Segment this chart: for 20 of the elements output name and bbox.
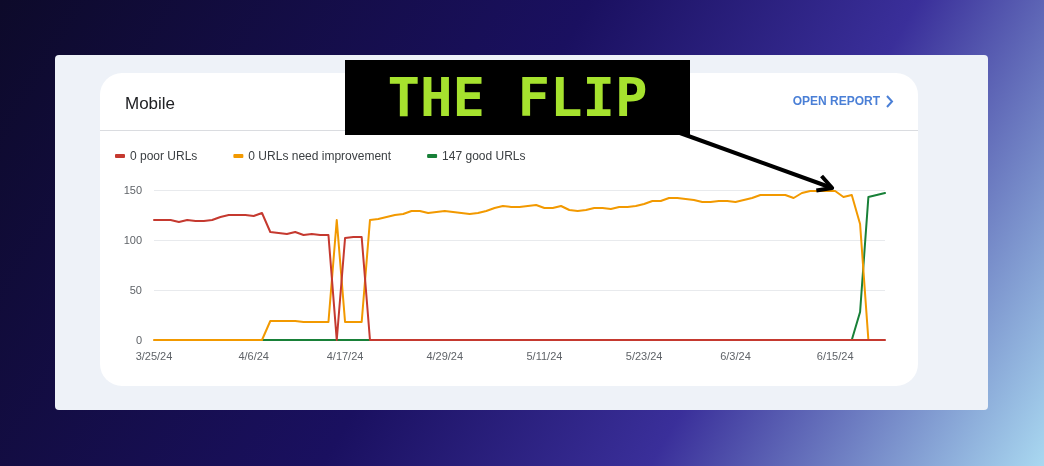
annotation: THE FLIP [387,66,648,129]
x-tick-label: 4/29/24 [426,349,464,362]
x-tick-label: 5/23/24 [625,349,663,362]
x-tick-label: 6/15/24 [816,349,854,362]
text: OPEN REPORT [792,94,881,108]
x-tick-label: 5/11/24 [526,349,563,362]
line-series [153,190,870,341]
legend-label: 0 URLs need improvement [248,149,392,163]
x-tick-label: 4/6/24 [238,349,269,362]
y-tick-label: 100 [123,234,142,246]
y-tick-label: 0 [135,334,142,346]
x-tick-label: 6/3/24 [720,349,751,362]
legend-label: 0 poor URLs [130,149,198,163]
y-tick-label: 150 [123,184,142,196]
line-series [153,212,886,341]
x-tick-label: 3/25/24 [135,349,173,362]
chart-title: Mobile [125,94,176,113]
x-tick-label: 4/17/24 [326,349,364,362]
legend-label: 147 good URLs [442,149,526,163]
y-tick-label: 50 [129,284,142,296]
